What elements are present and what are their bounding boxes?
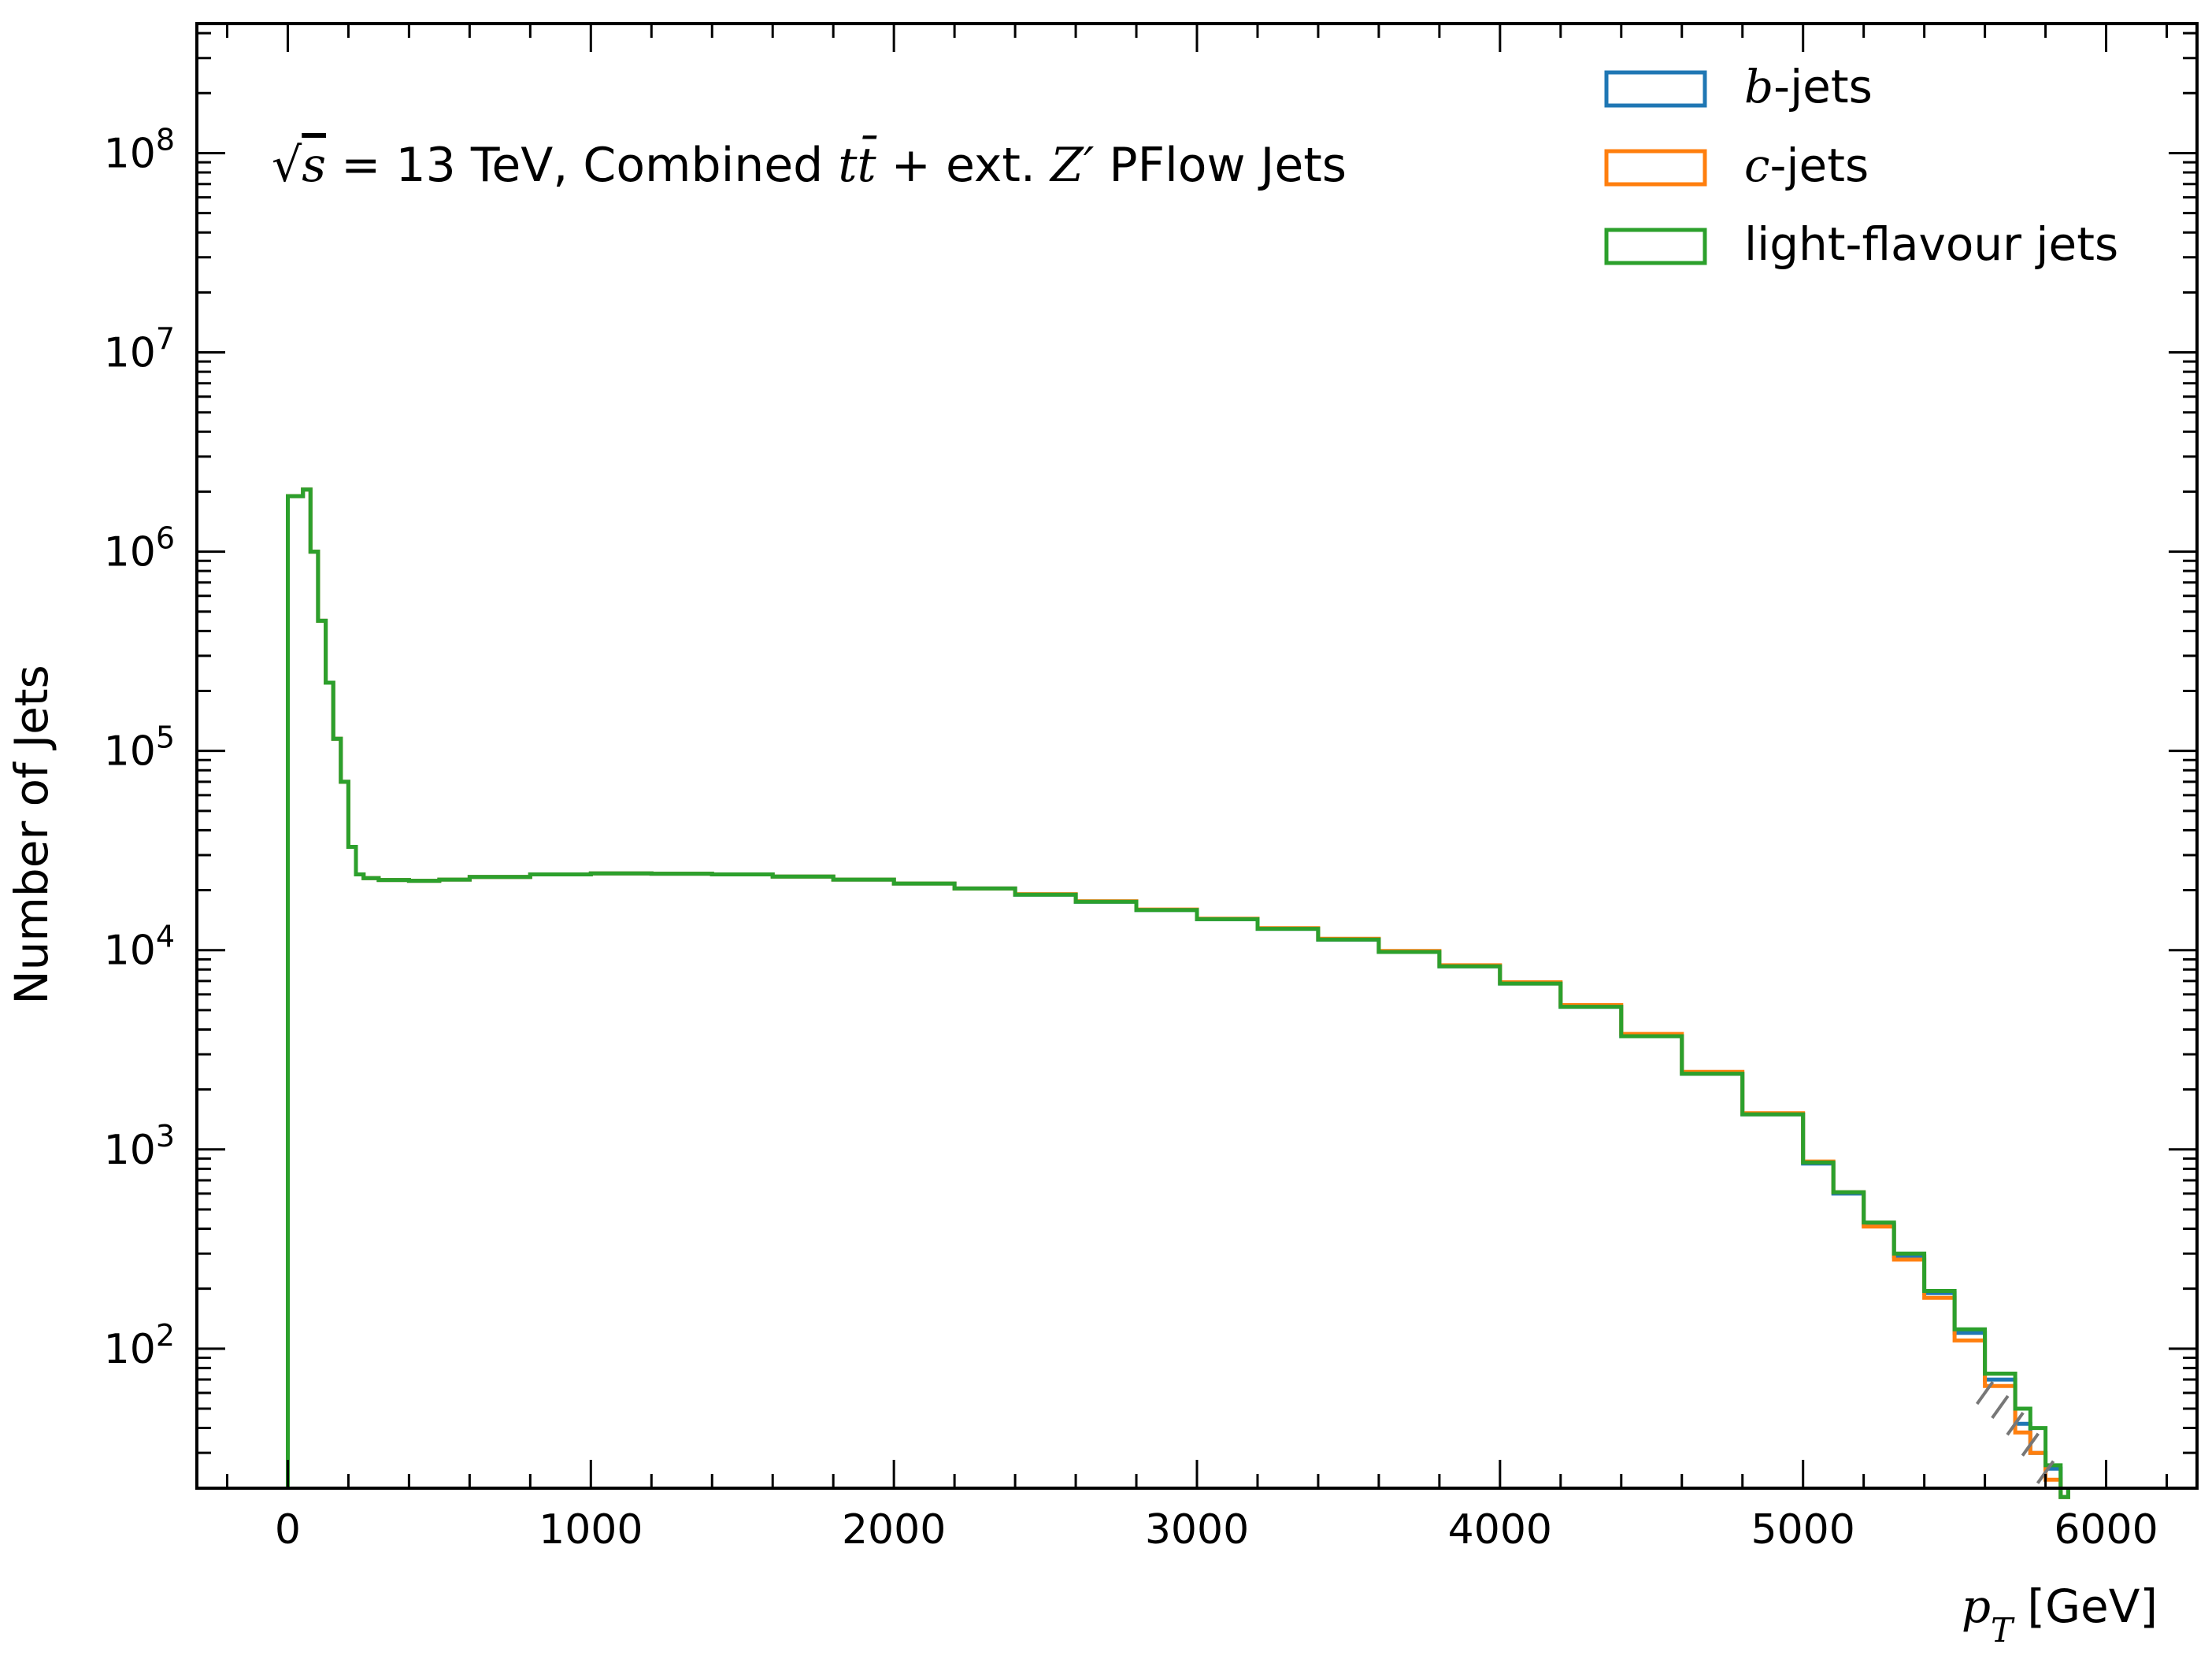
annotation-ttbar: tt̄	[838, 135, 876, 193]
y-tick-label: 108	[104, 122, 175, 177]
minor-ticks	[197, 24, 2197, 1490]
legend-label-c-jets: c-jets	[1744, 139, 1869, 192]
x-axis-var: p	[1962, 1580, 1991, 1633]
annotation-sqrt: √	[272, 138, 302, 193]
legend-swatch-light-jets	[1604, 228, 1707, 265]
plot-frame	[195, 22, 2199, 1490]
uncertainty-hatch	[1975, 1380, 1995, 1405]
legend-label-light-jets: light-flavour jets	[1744, 217, 2118, 271]
legend-label-b-jets: b-jets	[1744, 60, 1873, 113]
legend-swatch-c-jets	[1604, 149, 1707, 187]
legend: b-jets c-jets light-flavour jets	[1604, 60, 2118, 271]
annotation-energy: = 13 TeV, Combined	[326, 138, 838, 193]
uncertainty-hatch	[2036, 1460, 2055, 1484]
y-axis-title: Number of Jets	[5, 665, 58, 1005]
x-axis-title: pT [GeV]	[1962, 1580, 2158, 1650]
uncertainty-hatch	[1991, 1394, 2010, 1420]
annotation-tail: PFlow Jets	[1094, 138, 1347, 193]
major-ticks	[197, 24, 2197, 1488]
annotation-plus-ext: + ext.	[876, 138, 1050, 193]
x-tick-label: 2000	[842, 1506, 946, 1554]
y-tick-label: 105	[104, 720, 175, 776]
series-layer	[286, 487, 2070, 1499]
x-tick-label: 0	[275, 1506, 301, 1554]
y-tick-label: 104	[104, 920, 175, 975]
y-tick-label: 103	[104, 1119, 175, 1174]
y-tick-label: 102	[104, 1318, 175, 1373]
annotation-zprime: Z′	[1049, 138, 1095, 193]
legend-swatch-b-jets	[1604, 70, 1707, 108]
annotation-s: s	[302, 138, 326, 193]
legend-entry-light-jets: light-flavour jets	[1604, 217, 2118, 271]
x-axis-sub: T	[1991, 1611, 2015, 1650]
x-tick-label: 6000	[2054, 1506, 2158, 1554]
uncertainty-hatch	[2021, 1432, 2040, 1457]
chart-annotation: √s = 13 TeV, Combined tt̄ + ext. Z′ PFlo…	[272, 135, 1347, 193]
x-tick-label: 1000	[539, 1506, 643, 1554]
y-tick-label: 107	[104, 322, 175, 377]
x-axis-unit: [GeV]	[2013, 1580, 2158, 1633]
series-light-flavour-jets	[286, 487, 2070, 1499]
uncertainty-hatch	[2006, 1412, 2025, 1436]
legend-entry-c-jets: c-jets	[1604, 139, 1869, 192]
y-tick-label: 106	[104, 521, 175, 576]
x-tick-label: 5000	[1751, 1506, 1855, 1554]
legend-entry-b-jets: b-jets	[1604, 60, 1873, 113]
x-tick-label: 4000	[1448, 1506, 1552, 1554]
y-tick-labels: 102 103 104 105 106 107 108	[104, 122, 175, 1372]
x-tick-labels: 0 1000 2000 3000 4000 5000 6000	[275, 1506, 2158, 1554]
x-tick-label: 3000	[1145, 1506, 1249, 1554]
